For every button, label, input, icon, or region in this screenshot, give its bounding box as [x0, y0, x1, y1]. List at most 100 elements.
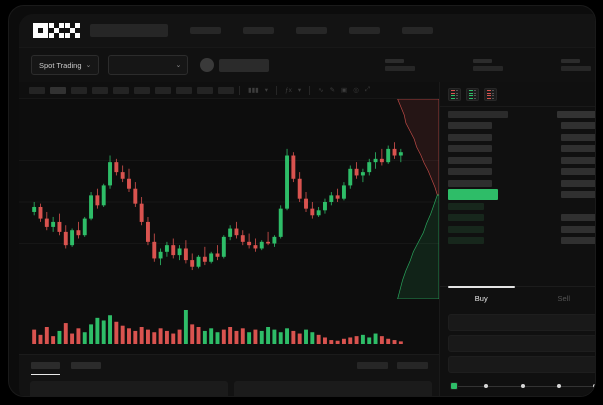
tab-buy[interactable]: Buy	[440, 286, 523, 310]
mixed-bars	[451, 89, 455, 100]
logo-glyph-o	[33, 23, 48, 38]
orderbook-ask-row[interactable]	[448, 145, 595, 153]
top-navigation-bar	[19, 14, 595, 48]
nav-item-2[interactable]	[296, 27, 327, 34]
timeframe-button-3[interactable]	[92, 86, 108, 94]
market-stat-0-label	[385, 59, 404, 63]
orderbook-ask-row[interactable]	[448, 179, 595, 187]
chevron-down-icon[interactable]: ▾	[264, 87, 268, 94]
logo-glyph-x	[65, 23, 80, 38]
timeframe-button-7[interactable]	[176, 86, 192, 94]
orderbook-ask-row[interactable]	[448, 122, 595, 130]
ask-price	[448, 145, 492, 152]
orderbook-header-amount	[557, 110, 595, 118]
bottom-action-1[interactable]	[397, 362, 428, 369]
ask-price	[448, 179, 492, 187]
pencil-icon[interactable]: ✎	[329, 87, 336, 94]
nav-item-4[interactable]	[402, 27, 433, 34]
market-stat-2-label	[561, 59, 580, 63]
orderbook-bid-row[interactable]	[448, 214, 595, 222]
buy-sell-tabs: Buy Sell	[440, 286, 595, 310]
slider-stop-75[interactable]	[556, 384, 561, 388]
camera-icon[interactable]: ▣	[341, 87, 348, 94]
chart-panel[interactable]	[19, 99, 439, 354]
orderbook-bids-icon[interactable]	[466, 88, 479, 101]
slider-stop-25[interactable]	[484, 384, 489, 388]
timeframe-button-2[interactable]	[71, 86, 87, 94]
market-stat-2-value	[561, 66, 591, 71]
ask-amount	[561, 145, 595, 152]
bottom-action-0[interactable]	[357, 362, 388, 369]
logo-glyph-k	[49, 23, 64, 38]
market-stat-1	[473, 59, 503, 71]
nav-item-1[interactable]	[243, 27, 274, 34]
fullscreen-icon[interactable]: ⤢	[364, 86, 371, 93]
market-type-select[interactable]: Spot Trading ⌄	[31, 55, 100, 75]
market-type-label: Spot Trading	[39, 60, 82, 70]
slider-handle[interactable]	[450, 382, 458, 390]
orderbook-rows[interactable]	[440, 110, 595, 282]
depth-chart-overlay	[397, 99, 439, 299]
bid-price	[448, 237, 484, 244]
market-stats-group	[365, 59, 591, 71]
market-stat-2	[561, 59, 591, 71]
line-tool-icon[interactable]: ∿	[318, 87, 324, 94]
nav-item-3[interactable]	[349, 27, 380, 34]
search-input[interactable]	[90, 24, 168, 37]
bid-bars	[469, 89, 473, 100]
toolbar-divider	[309, 85, 311, 95]
candles-icon[interactable]: ▮▮▮	[248, 87, 259, 94]
trading-pair-select[interactable]: ⌄	[108, 55, 189, 75]
market-stat-1-value	[473, 66, 503, 71]
order-amount-field[interactable]	[448, 335, 595, 352]
slider-stop-100[interactable]	[593, 384, 595, 388]
bid-price	[448, 214, 484, 221]
slider-stop-50[interactable]	[520, 384, 525, 388]
indicators-icon[interactable]: ƒx	[285, 86, 292, 94]
timeframe-button-8[interactable]	[197, 86, 213, 94]
timeframe-button-5[interactable]	[134, 86, 150, 94]
timeframe-button-1[interactable]	[50, 86, 66, 94]
chevron-down-icon[interactable]: ▾	[297, 87, 302, 94]
toolbar-divider	[239, 85, 240, 95]
timeframe-button-0[interactable]	[29, 86, 45, 94]
order-price-field[interactable]	[448, 314, 595, 331]
order-total-field[interactable]	[448, 356, 595, 373]
chevron-down-icon: ⌄	[85, 61, 92, 69]
bid-amount	[561, 237, 595, 244]
orderbook-ask-row[interactable]	[448, 156, 595, 164]
orderbook-mixed-icon[interactable]	[448, 88, 461, 101]
bottom-panel-content	[30, 381, 432, 396]
timeframe-button-9[interactable]	[218, 86, 234, 94]
percent-slider[interactable]	[450, 381, 595, 391]
bottom-tab-1[interactable]	[71, 362, 101, 369]
chart-toolbar: ▮▮▮ ▾ ƒx ▾ ∿ ✎ ▣ ◎ ⤢	[19, 82, 439, 99]
bottom-tab-0[interactable]	[31, 362, 60, 375]
market-stat-0	[385, 59, 415, 71]
orderbook-bid-row[interactable]	[448, 237, 595, 245]
ask-amount	[561, 122, 595, 129]
orderbook-panel: Buy Sell	[439, 82, 595, 396]
ask-amount	[561, 179, 595, 187]
orderbook-ask-row[interactable]	[448, 168, 595, 176]
orderbook-ask-row[interactable]	[448, 133, 595, 141]
order-form-fields	[440, 310, 595, 373]
tab-sell[interactable]: Sell	[557, 294, 570, 303]
market-stat-1-label	[473, 59, 492, 63]
settings-icon[interactable]: ◎	[353, 87, 359, 94]
pair-avatar	[200, 58, 215, 72]
timeframe-button-6[interactable]	[155, 86, 171, 94]
bid-side	[474, 89, 476, 100]
orderbook-bid-row[interactable]	[448, 202, 595, 210]
chevron-down-icon: ⌄	[175, 61, 182, 69]
orderbook-asks-icon[interactable]	[484, 88, 497, 101]
nav-item-0[interactable]	[190, 27, 221, 34]
orderbook-mid-price-row	[448, 189, 595, 200]
ask-amount	[561, 168, 595, 175]
okx-logo[interactable]	[33, 23, 80, 38]
nav-item-list	[190, 27, 433, 34]
orderbook-bid-row[interactable]	[448, 225, 595, 233]
timeframe-button-4[interactable]	[113, 86, 129, 94]
candlestick-chart[interactable]	[19, 99, 439, 299]
bid-price	[448, 225, 484, 233]
